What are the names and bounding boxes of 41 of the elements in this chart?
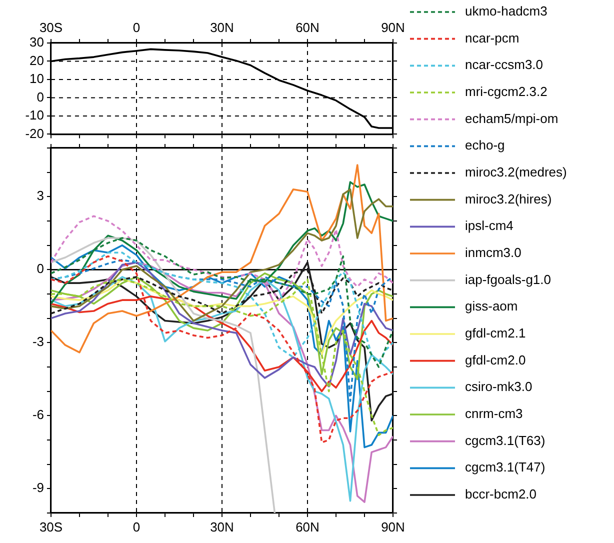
x-tick-label: 30N — [210, 20, 234, 35]
y-tick-label: 0 — [36, 89, 44, 104]
x-tick-label: 0 — [132, 20, 140, 35]
legend-label: gfdl-cm2.1 — [465, 326, 526, 341]
legend-label: echo-g — [465, 138, 505, 153]
x-tick-label: 90N — [381, 20, 405, 35]
line-series — [51, 278, 393, 436]
legend-label: giss-aom — [465, 298, 518, 314]
legend-label: ncar-ccsm3.0 — [465, 57, 544, 72]
y-tick-label: 30 — [30, 34, 44, 50]
y-tick-label: 3 — [36, 188, 44, 204]
y-tick-label: -6 — [32, 407, 44, 422]
y-tick-label: 20 — [30, 52, 44, 68]
y-tick-label: 0 — [36, 261, 44, 276]
x-tick-label: 30S — [39, 20, 63, 35]
x-tick-label: 60N — [296, 519, 320, 534]
legend-label: ipsl-cm4 — [465, 218, 514, 234]
legend-label: echam5/mpi-om — [465, 110, 558, 126]
legend-label: miroc3.2(medres) — [465, 164, 567, 180]
y-tick-label: -20 — [25, 126, 44, 141]
x-tick-label: 0 — [132, 519, 140, 534]
legend-label: inmcm3.0 — [465, 245, 522, 260]
y-tick-label: -9 — [32, 480, 44, 496]
legend-label: iap-fgoals-g1.0 — [465, 272, 551, 287]
y-tick-label: 10 — [30, 71, 44, 86]
x-tick-label: 30N — [210, 519, 234, 534]
legend-label: ukmo-hadcm3 — [465, 4, 548, 19]
legend-label: miroc3.2(hires) — [465, 191, 552, 206]
x-tick-label: 60N — [296, 20, 320, 35]
legend-label: gfdl-cm2.0 — [465, 352, 526, 368]
x-tick-label: 30S — [39, 519, 63, 534]
legend-label: mri-cgcm2.3.2 — [465, 84, 548, 100]
legend-label: bccr-bcm2.0 — [465, 486, 537, 502]
legend-label: cgcm3.1(T63) — [465, 432, 546, 448]
x-tick-label: 90N — [381, 519, 405, 534]
legend-label: ncar-pcm — [465, 30, 520, 46]
legend-label: cgcm3.1(T47) — [465, 460, 546, 475]
legend-label: csiro-mk3.0 — [465, 379, 532, 394]
y-tick-label: -3 — [32, 334, 44, 350]
legend-label: cnrm-cm3 — [465, 406, 523, 422]
y-tick-label: -10 — [25, 108, 44, 123]
